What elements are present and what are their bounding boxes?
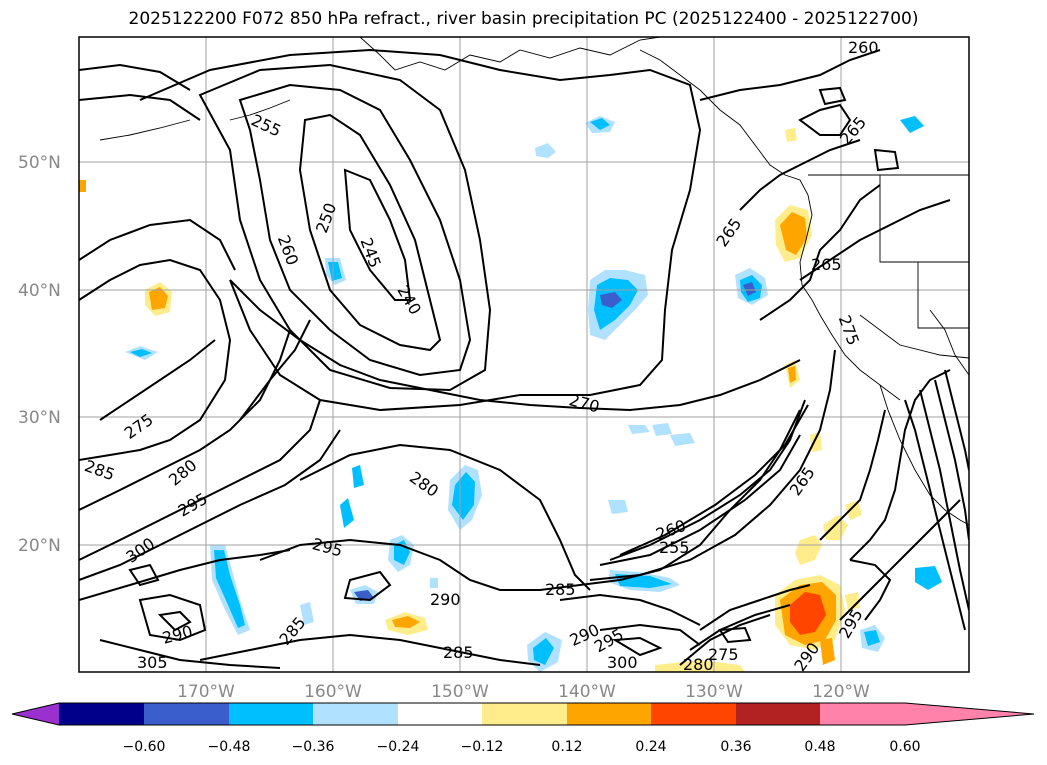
latitude-labels: 50°N 40°N 30°N 20°N — [18, 153, 61, 556]
colorbar-tick-labels: −0.60 −0.48 −0.36 −0.24 −0.12 0.12 0.24 … — [123, 739, 921, 755]
colorbar-segment — [144, 703, 229, 725]
lat-label: 50°N — [18, 153, 61, 173]
longitude-labels: 170°W 160°W 150°W 140°W 130°W 120°W — [177, 682, 870, 702]
colorbar-extend-low — [12, 703, 59, 725]
colorbar-label: 0.12 — [551, 739, 582, 755]
colorbar-label: 0.48 — [804, 739, 835, 755]
colorbar-segment — [59, 703, 144, 725]
precip-positive-shading — [79, 128, 862, 672]
coastlines — [99, 37, 969, 526]
map-title: 2025122200 F072 850 hPa refract., river … — [128, 9, 919, 29]
map-area: 260 265 255 250 245 240 260 265 265 275 … — [79, 37, 969, 674]
graticule — [79, 37, 969, 672]
lon-label: 170°W — [177, 682, 235, 702]
lon-label: 160°W — [304, 682, 362, 702]
contour-label: 280 — [683, 655, 714, 674]
colorbar-segment — [567, 703, 651, 725]
contour-label: 285 — [443, 643, 474, 662]
lon-label: 150°W — [431, 682, 489, 702]
refractivity-contours — [79, 48, 969, 669]
lat-label: 30°N — [18, 408, 61, 428]
colorbar-segment — [313, 703, 398, 725]
lat-label: 40°N — [18, 281, 61, 301]
colorbar-segment — [482, 703, 567, 725]
contour-label: 290 — [430, 590, 461, 609]
contour-label: 285 — [545, 580, 576, 599]
contour-label: 265 — [811, 255, 842, 274]
lon-label: 130°W — [685, 682, 743, 702]
colorbar-label: 0.24 — [635, 739, 666, 755]
contour-label: 275 — [708, 645, 739, 664]
colorbar-segment — [398, 703, 482, 725]
contour-label: 255 — [659, 538, 690, 557]
colorbar-label: −0.12 — [461, 739, 504, 755]
colorbar-label: −0.24 — [377, 739, 420, 755]
colorbar-label: −0.48 — [208, 739, 251, 755]
contour-label: 305 — [137, 653, 168, 672]
colorbar-segment — [820, 703, 905, 725]
colorbar-outline — [11, 702, 1035, 726]
colorbar-segment — [229, 703, 313, 725]
lon-label: 120°W — [812, 682, 870, 702]
lon-label: 140°W — [558, 682, 616, 702]
colorbar-label: −0.60 — [123, 739, 166, 755]
colorbar-segment — [736, 703, 820, 725]
contour-label: 300 — [607, 653, 638, 672]
colorbar-extend-high — [905, 703, 1034, 725]
colorbar-segment — [651, 703, 736, 725]
map-frame — [78, 36, 970, 673]
colorbar-label: 0.60 — [889, 739, 920, 755]
contour-label: 260 — [848, 38, 879, 57]
colorbar-label: 0.36 — [720, 739, 751, 755]
colorbar-label: −0.36 — [292, 739, 335, 755]
lat-label: 20°N — [18, 536, 61, 556]
colorbar: −0.60 −0.48 −0.36 −0.24 −0.12 0.12 0.24 … — [11, 702, 1035, 755]
